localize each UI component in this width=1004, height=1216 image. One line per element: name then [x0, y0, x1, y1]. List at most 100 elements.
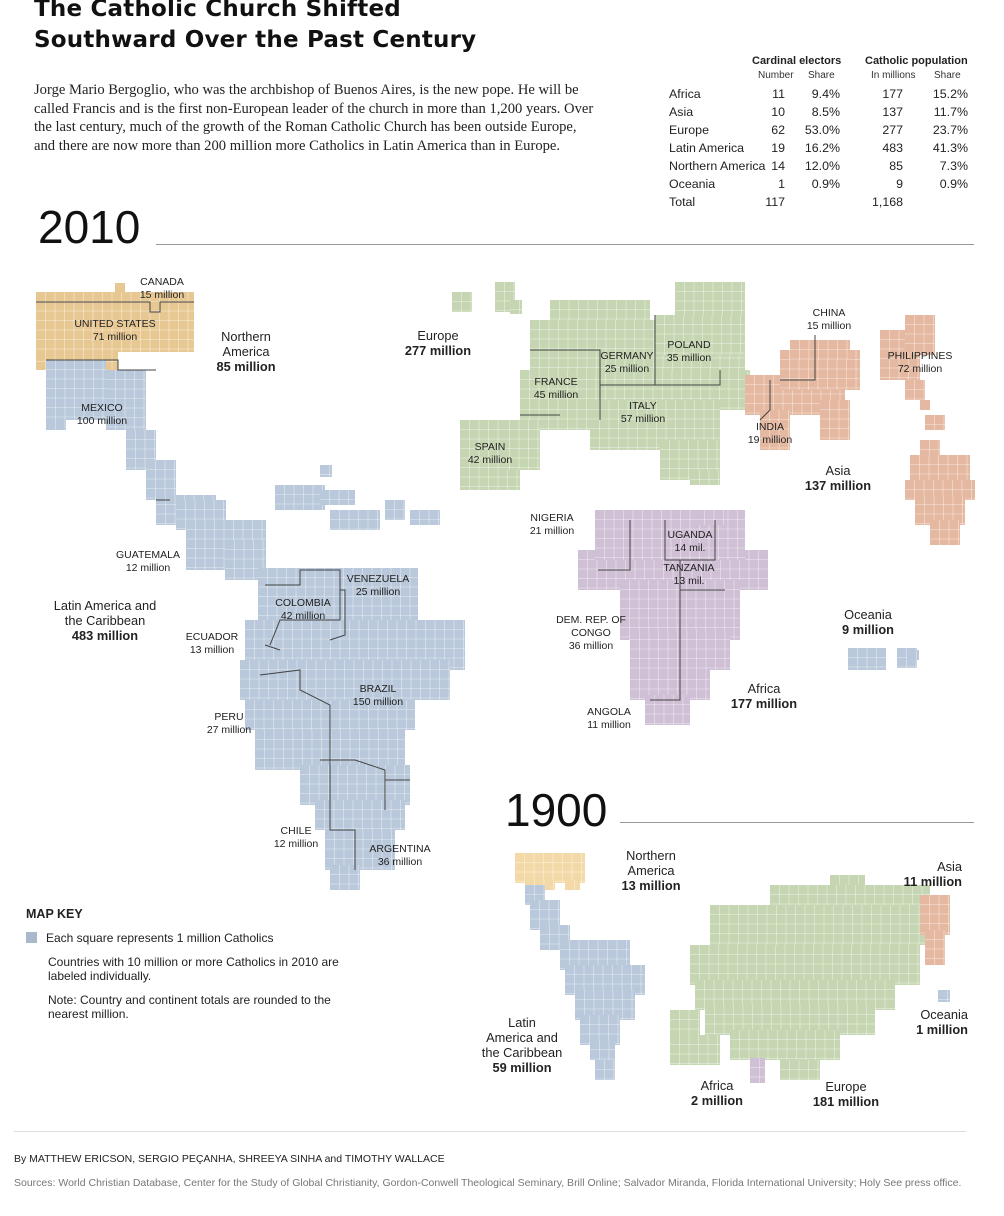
stats-cell-electors: 117: [765, 195, 785, 209]
country-label-nigeria: NIGERIA 21 million: [530, 512, 574, 538]
map-key-square-text: Each square represents 1 million Catholi…: [46, 931, 274, 945]
region-name: Northern America: [221, 329, 271, 359]
latin-america-2010-block: [410, 510, 440, 525]
country-name: BRAZIL: [359, 683, 397, 695]
stats-cell-pop-share: 7.3%: [939, 159, 968, 173]
country-value: 12 million: [125, 562, 171, 574]
region-label-1900-oceania: Oceania 1 million: [916, 1007, 968, 1037]
country-label-argentina: ARGENTINA 36 million: [369, 843, 430, 869]
stats-cell-region: Northern America: [669, 159, 766, 173]
country-label-guatemala: GUATEMALA 12 million: [116, 549, 180, 575]
country-value: 27 million: [206, 724, 252, 736]
chile-argentina-border: [329, 760, 356, 870]
asia-1900: [920, 895, 950, 965]
country-label-angola: ANGOLA 11 million: [587, 706, 631, 732]
country-value: 25 million: [604, 363, 650, 375]
stats-cell-pop-share: 11.7%: [933, 105, 968, 119]
canada-us-border: [36, 301, 194, 313]
map-key-labeled-text: Countries with 10 million or more Cathol…: [48, 955, 339, 983]
region-value: 277 million: [404, 343, 472, 358]
country-name: UGANDA: [667, 529, 713, 541]
latin-america-2010-block: [46, 420, 66, 430]
country-name: PHILIPPINES: [887, 350, 953, 362]
asia-2010-block: [760, 410, 790, 450]
region-value: 181 million: [812, 1094, 880, 1109]
country-value: 14 mil.: [674, 542, 706, 554]
north-america-1900-block: [565, 880, 580, 890]
europe-2010-block: [690, 470, 720, 485]
stats-cell-pop-share: 0.9%: [939, 177, 968, 191]
country-name: VENEZUELA: [346, 573, 410, 585]
stats-cell-electors: 14: [771, 159, 785, 173]
europe-1900-block: [830, 875, 865, 885]
country-label-peru: PERU 27 million: [207, 711, 251, 737]
region-label-2010-africa: Africa 177 million: [731, 681, 797, 711]
europe-1900-block: [730, 1030, 840, 1060]
stats-cell-electors-share: 9.4%: [811, 87, 840, 101]
region-label-1900-northern-america: Northern America 13 million: [621, 848, 680, 893]
country-label-united-states: UNITED STATES 71 million: [74, 318, 155, 344]
stats-cell-region: Oceania: [669, 177, 716, 191]
country-name: CHILE: [280, 825, 312, 837]
headline: The Catholic Church Shifted Southward Ov…: [34, 0, 654, 56]
region-value: 59 million: [492, 1060, 552, 1075]
country-label-germany: GERMANY 25 million: [600, 350, 653, 376]
latin-america-1900: [525, 885, 645, 1080]
asia-2010-block: [920, 440, 940, 455]
stats-row: Total 117 1,168: [664, 195, 984, 213]
stats-row: Northern America 14 12.0% 85 7.3%: [664, 159, 984, 177]
latin-america-2010-block: [315, 800, 405, 830]
country-value: 12 million: [273, 838, 319, 850]
germany-poland-border: [654, 315, 721, 386]
number-subheader: Number: [758, 70, 794, 81]
stats-cell-pop-share: 23.7%: [932, 123, 968, 137]
share-subheader-2: Share: [934, 70, 961, 81]
country-label-poland: POLAND 35 million: [667, 339, 711, 365]
europe-1900-block: [710, 905, 930, 945]
region-label-1900-latin-america-and-the-caribbean: Latin America and the Caribbean 59 millio…: [482, 1015, 562, 1075]
region-name: Oceania: [844, 607, 892, 622]
country-value: 100 million: [76, 415, 128, 427]
country-name: GUATEMALA: [116, 549, 180, 561]
country-label-china: CHINA 15 million: [807, 307, 851, 333]
region-value: 1 million: [916, 1022, 968, 1037]
country-label-venezuela: VENEZUELA 25 million: [347, 573, 409, 599]
stats-row: Latin America 19 16.2% 483 41.3%: [664, 141, 984, 159]
country-name: FRANCE: [534, 376, 578, 388]
map-key-square-row: Each square represents 1 million Catholi…: [26, 931, 356, 945]
map-key-title: MAP KEY: [26, 907, 83, 921]
region-name: Europe: [825, 1079, 867, 1094]
stats-cell-pop: 483: [882, 141, 903, 155]
cardinal-electors-header: Cardinal electors: [752, 55, 842, 67]
africa-1900-block: [750, 1058, 765, 1083]
country-name: ANGOLA: [587, 706, 631, 718]
catholic-population-header: Catholic population: [865, 55, 968, 67]
region-label-1900-africa: Africa 2 million: [691, 1078, 743, 1108]
region-name: Europe: [417, 328, 459, 343]
country-name: CHINA: [812, 307, 846, 319]
europe-2010-block: [655, 315, 745, 355]
north-america-1900: [515, 853, 585, 890]
country-label-uganda: UGANDA 14 mil.: [668, 529, 713, 555]
country-value: 15 million: [806, 320, 852, 332]
asia-2010-block: [820, 400, 850, 440]
africa-2010-block: [695, 510, 725, 525]
country-label-chile: CHILE 12 million: [274, 825, 318, 851]
stats-cell-region: Europe: [669, 123, 709, 137]
stats-cell-electors-share: 16.2%: [804, 141, 840, 155]
year-1900-heading: 1900: [505, 784, 608, 836]
stats-cell-pop: 1,168: [871, 195, 903, 209]
europe-1900-block: [690, 945, 920, 985]
country-name: SPAIN: [474, 441, 506, 453]
china-border: [780, 335, 816, 381]
asia-2010-block: [920, 400, 930, 410]
region-label-2010-oceania: Oceania 9 million: [842, 607, 894, 637]
country-label-italy: ITALY 57 million: [621, 400, 665, 426]
latin-america-1900-block: [590, 1040, 615, 1060]
country-name: PERU: [214, 711, 244, 723]
region-name: Africa: [747, 681, 781, 696]
congo-border: [650, 590, 681, 701]
stats-cell-electors: 19: [771, 141, 785, 155]
stats-row: Oceania 1 0.9% 9 0.9%: [664, 177, 984, 195]
country-value: 15 million: [139, 289, 185, 301]
